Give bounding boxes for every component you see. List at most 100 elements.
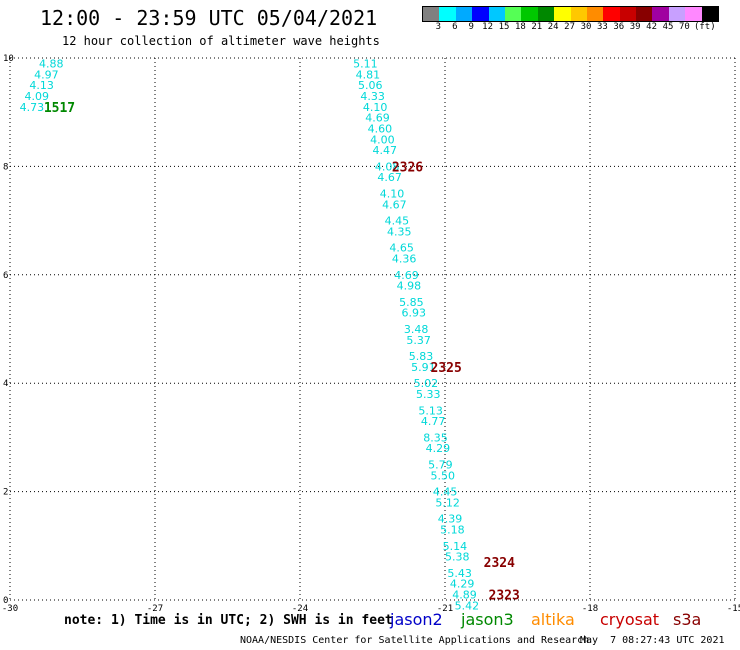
legend-tick-label: 15	[498, 22, 510, 32]
wave-height-label: 4.60	[368, 122, 393, 135]
wave-height-label: 5.12	[435, 496, 460, 509]
time-label: 2325	[431, 361, 462, 376]
wave-height-label: 5.79	[428, 459, 453, 472]
y-tick-label: 6	[3, 271, 8, 281]
wave-height-label: 4.81	[356, 68, 381, 81]
legend-tick-label: 6	[452, 22, 458, 32]
legend-tick-label: 18	[514, 22, 526, 32]
legend-cryosat: cryosat	[600, 610, 660, 629]
wave-height-label: 5.91	[411, 361, 436, 374]
wave-height-label: 4.35	[387, 225, 412, 238]
legend-swatch	[554, 7, 571, 21]
legend-swatch	[439, 7, 456, 21]
x-tick-label: -30	[2, 604, 18, 614]
wave-height-label: 4.10	[363, 101, 388, 114]
legend-s3a: s3a	[673, 610, 702, 629]
x-tick-label: -21	[437, 604, 453, 614]
legend-tick-label: 24	[547, 22, 559, 32]
wave-height-label: 4.29	[450, 578, 475, 591]
legend-swatch	[586, 7, 604, 21]
wave-height-label: 4.33	[360, 90, 385, 103]
wave-height-label: 6.93	[402, 307, 427, 320]
legend-swatch	[603, 7, 620, 21]
legend-altika: altika	[531, 610, 575, 629]
time-label: 2323	[489, 589, 520, 604]
color-scale-legend	[422, 6, 720, 22]
legend-swatch	[504, 7, 522, 21]
legend-tick-label: 70	[678, 22, 690, 32]
legend-swatch	[652, 7, 669, 21]
legend-swatch	[521, 7, 538, 21]
y-tick-label: 8	[3, 162, 8, 172]
wave-height-label: 4.67	[382, 198, 407, 211]
wave-height-label: 5.11	[353, 57, 378, 70]
wave-height-label: 4.67	[377, 171, 402, 184]
wave-height-label: 5.02	[414, 377, 439, 390]
wave-height-label: 4.09	[25, 90, 50, 103]
wave-height-label: 4.77	[421, 415, 446, 428]
legend-swatch	[668, 7, 686, 21]
wave-height-label: 5.42	[455, 599, 480, 612]
legend-swatch	[455, 7, 473, 21]
wave-height-label: 3.48	[404, 323, 429, 336]
y-tick-label: 2	[3, 488, 8, 498]
wave-height-label: 5.50	[431, 469, 456, 482]
wave-height-label: 5.18	[440, 524, 465, 537]
wave-height-label: 5.37	[406, 334, 431, 347]
footnote: note: 1) Time is in UTC; 2) SWH is in fe…	[64, 613, 393, 628]
wave-height-label: 4.88	[39, 57, 64, 70]
x-tick-label: -18	[582, 604, 598, 614]
time-label: 2324	[484, 556, 515, 571]
legend-tick-label: 42	[646, 22, 658, 32]
legend-unit: (ft)	[693, 22, 716, 32]
x-tick-label: -15	[727, 604, 740, 614]
legend-swatch	[423, 7, 440, 21]
y-tick-label: 4	[3, 379, 8, 389]
legend-jason3: jason3	[461, 610, 514, 629]
legend-tick-label: 27	[564, 22, 576, 32]
legend-tick-label: 39	[629, 22, 641, 32]
legend-tick-label: 3	[435, 22, 442, 32]
legend-swatch	[701, 7, 719, 21]
time-label: 1517	[44, 101, 75, 116]
wave-height-label: 5.43	[447, 567, 472, 580]
legend-swatch	[685, 7, 702, 21]
wave-height-label: 4.98	[397, 280, 422, 293]
wave-height-label: 5.83	[409, 350, 434, 363]
legend-swatch	[636, 7, 653, 21]
wave-height-label: 5.06	[358, 79, 383, 92]
wave-height-label: 4.73	[20, 101, 44, 114]
wave-height-label: 5.33	[416, 388, 441, 401]
wave-height-label: 4.29	[426, 442, 451, 455]
legend-tick-label: 12	[482, 22, 494, 32]
legend-tick-label: 21	[531, 22, 543, 32]
wave-height-label: 4.00	[370, 133, 395, 146]
legend-swatch	[537, 7, 555, 21]
legend-tick-label: 45	[662, 22, 674, 32]
y-tick-label: 0	[3, 596, 8, 606]
x-tick-label: -24	[292, 604, 308, 614]
wave-height-label: 4.47	[373, 144, 398, 157]
legend-jason2: jason2	[390, 610, 443, 629]
page-title: 12:00 - 23:59 UTC 05/04/2021	[40, 6, 378, 30]
wave-height-label: 4.89	[452, 589, 477, 602]
wave-height-label: 5.85	[399, 296, 424, 309]
legend-swatch	[619, 7, 637, 21]
legend-swatch	[488, 7, 505, 21]
time-label: 2326	[392, 160, 423, 175]
footer-timestamp: May 7 08:27:43 UTC 2021	[580, 635, 725, 646]
wave-height-label: 4.69	[394, 269, 419, 282]
wave-height-label: 5.13	[418, 404, 443, 417]
wave-height-label: 4.65	[389, 242, 414, 255]
wave-height-label: 5.38	[445, 551, 470, 564]
wave-height-label: 4.10	[380, 188, 405, 201]
wave-height-label: 4.39	[438, 513, 463, 526]
wave-height-label: 5.14	[443, 540, 468, 553]
legend-tick-label: 30	[580, 22, 592, 32]
x-tick-label: -27	[147, 604, 163, 614]
wave-height-label: 4.97	[34, 68, 59, 81]
wave-height-label: 4.08	[375, 160, 400, 173]
wave-height-label: 4.69	[365, 112, 390, 125]
